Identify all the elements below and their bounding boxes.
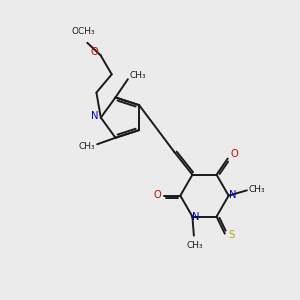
Text: S: S — [229, 230, 235, 240]
Text: CH₃: CH₃ — [248, 185, 265, 194]
Text: N: N — [193, 212, 200, 222]
Text: CH₃: CH₃ — [186, 242, 203, 250]
Text: OCH₃: OCH₃ — [72, 27, 96, 36]
Text: O: O — [230, 149, 238, 159]
Text: O: O — [154, 190, 161, 200]
Text: CH₃: CH₃ — [130, 71, 146, 80]
Text: N: N — [229, 190, 236, 200]
Text: N: N — [91, 111, 99, 121]
Text: CH₃: CH₃ — [79, 142, 95, 151]
Text: O: O — [91, 47, 98, 57]
